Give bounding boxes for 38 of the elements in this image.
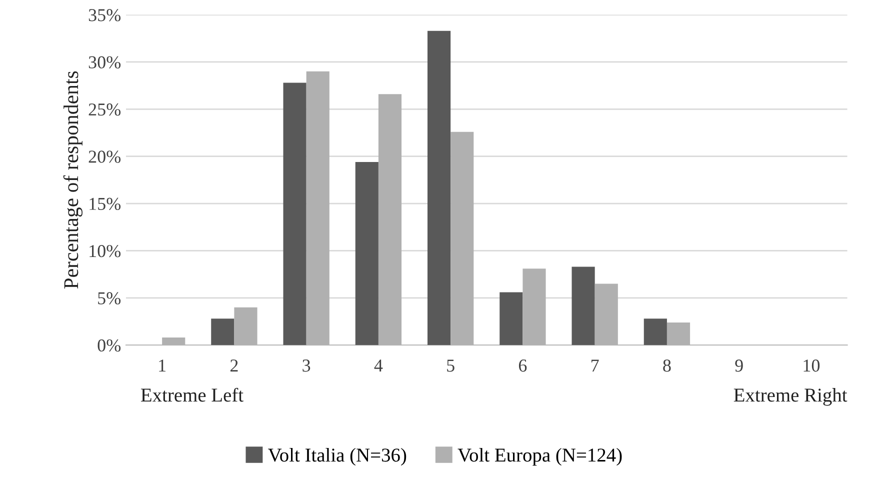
y-tick-label: 0% [98,339,121,352]
y-tick-label: 10% [90,244,121,258]
x-tick-label: 8 [663,360,671,372]
x-tick-label: 5 [447,360,454,372]
bar [666,322,690,346]
y-tick-label: 20% [88,150,121,163]
bar [500,292,523,346]
legend-label: Volt Italia (N=36) [268,448,406,466]
y-tick-label: 5% [98,292,121,304]
x-tick-label: 6 [518,360,527,372]
bar [211,318,234,346]
bar [572,266,595,346]
x-tick-label: 4 [374,360,383,372]
x-tick-label: 3 [302,360,310,372]
bar [162,338,186,346]
y-tick-label: 25% [88,103,121,116]
y-tick-label: 30% [88,56,121,68]
y-axis-title: Percentage of respondents [63,71,82,289]
bar [234,307,258,346]
bar [355,162,378,346]
legend-label: Volt Europa (N=124) [458,448,622,466]
bar [522,268,546,346]
x-tick-label: 9 [735,360,743,372]
bar [644,318,667,346]
bar [450,132,474,346]
bar [306,71,330,346]
y-tick-label: 15% [90,198,121,210]
bar [594,284,618,346]
x-tick-label: 2 [230,360,238,372]
x-tick-label: 10 [804,360,820,372]
text: Extreme Right [734,388,848,406]
bar [283,82,306,346]
bar [427,30,451,346]
x-tick-label: 1 [159,360,166,372]
y-tick-label: 35% [88,9,121,22]
bar [378,94,402,346]
x-tick-label: 7 [592,360,599,372]
text: Extreme Left [140,388,244,402]
